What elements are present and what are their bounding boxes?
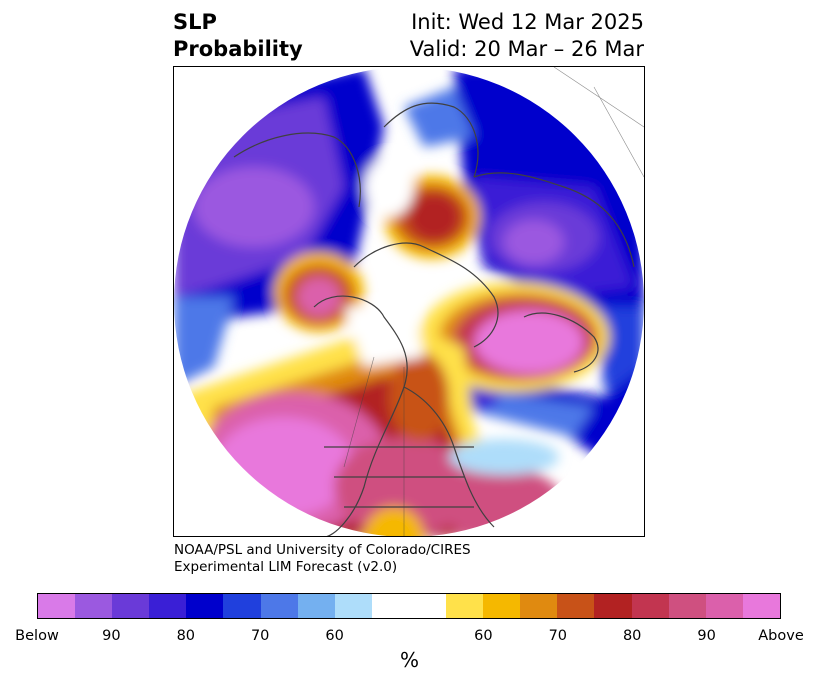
colorbar-segment bbox=[408, 594, 447, 618]
colorbar-segment bbox=[520, 594, 558, 618]
colorbar-tick-label: 60 bbox=[474, 628, 493, 644]
map-title: SLP Probability bbox=[173, 9, 303, 63]
colorbar-segment bbox=[557, 594, 595, 618]
colorbar bbox=[37, 593, 781, 619]
colorbar-segment bbox=[38, 594, 76, 618]
init-date: Init: Wed 12 Mar 2025 bbox=[411, 10, 644, 34]
probability-field bbox=[174, 67, 644, 536]
colorbar-tick-label: 80 bbox=[622, 628, 642, 644]
colorbar-segment bbox=[371, 594, 409, 618]
colorbar-tick-label: 90 bbox=[697, 628, 716, 644]
colorbar-segment bbox=[186, 594, 224, 618]
valid-range: Valid: 20 Mar – 26 Mar bbox=[409, 37, 644, 61]
colorbar-segment bbox=[742, 594, 780, 618]
polar-map bbox=[173, 66, 645, 537]
credit-line-1: NOAA/PSL and University of Colorado/CIRE… bbox=[174, 542, 471, 558]
colorbar-segment bbox=[334, 594, 372, 618]
colorbar-tick-label: 60 bbox=[325, 628, 344, 644]
colorbar-segment bbox=[260, 594, 298, 618]
colorbar-segment bbox=[705, 594, 743, 618]
colorbar-segment bbox=[149, 594, 187, 618]
title-line-2: Probability bbox=[173, 37, 303, 61]
map-svg bbox=[174, 67, 644, 536]
colorbar-segment bbox=[594, 594, 632, 618]
colorbar-unit: % bbox=[399, 648, 419, 672]
colorbar-segment bbox=[631, 594, 669, 618]
colorbar-tick-label: 70 bbox=[250, 628, 270, 644]
colorbar-segment bbox=[297, 594, 335, 618]
colorbar-tick-label: 90 bbox=[102, 628, 121, 644]
colorbar-segment bbox=[483, 594, 521, 618]
credit: NOAA/PSL and University of Colorado/CIRE… bbox=[174, 542, 471, 576]
colorbar-tick-label: 80 bbox=[176, 628, 196, 644]
title-line-1: SLP bbox=[173, 10, 217, 34]
forecast-dates: Init: Wed 12 Mar 2025 Valid: 20 Mar – 26… bbox=[410, 9, 644, 63]
colorbar-segment bbox=[75, 594, 113, 618]
colorbar-tick-label: Below bbox=[15, 628, 59, 644]
colorbar-segment bbox=[112, 594, 150, 618]
colorbar-segment bbox=[446, 594, 484, 618]
borders bbox=[343, 67, 644, 536]
colorbar-tick-label: Above bbox=[758, 628, 804, 644]
colorbar-segment bbox=[223, 594, 261, 618]
colorbar-segment bbox=[668, 594, 706, 618]
colorbar-ticks: Below 90 80 70 60 60 70 80 90 Above bbox=[0, 628, 819, 648]
credit-line-2: Experimental LIM Forecast (v2.0) bbox=[174, 559, 398, 575]
colorbar-tick-label: 70 bbox=[548, 628, 568, 644]
